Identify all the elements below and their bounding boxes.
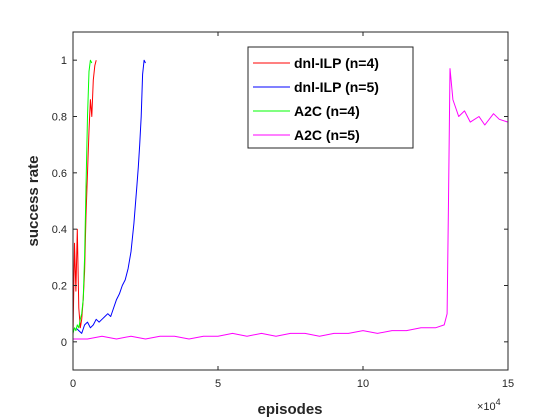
y-tick-label: 0 bbox=[61, 337, 67, 349]
legend-label-dnl-ilp-n-4: dnl-ILP (n=4) bbox=[294, 55, 379, 71]
legend-box bbox=[247, 46, 414, 149]
series-line-a2c-n-4 bbox=[72, 59, 93, 334]
y-tick-label: 0.8 bbox=[52, 112, 67, 124]
legend: dnl-ILP (n=4) dnl-ILP (n=5) A2C (n=4) A2C (… bbox=[247, 46, 414, 149]
series-layer bbox=[72, 59, 509, 340]
legend-label-a2c-n-4: A2C (n=4) bbox=[294, 103, 360, 119]
series-line-dnl-ilp-n-5 bbox=[75, 59, 146, 334]
y-tick-label: 0.4 bbox=[52, 224, 67, 236]
y-tick-label: 0.2 bbox=[52, 281, 67, 293]
y-axis-label: success rate bbox=[25, 156, 42, 247]
x-axis-exponent-power: 4 bbox=[496, 397, 501, 407]
series-line-a2c-n-5 bbox=[73, 68, 509, 340]
x-axis-exponent: ×104 bbox=[477, 397, 501, 413]
x-tick-label: 10 bbox=[357, 378, 369, 390]
legend-label-dnl-ilp-n-5: dnl-ILP (n=5) bbox=[294, 79, 379, 95]
y-tick-label: 0.6 bbox=[52, 168, 67, 180]
x-tick-label: 5 bbox=[215, 378, 221, 390]
x-axis-exponent-base: ×10 bbox=[477, 401, 496, 413]
legend-label-a2c-n-5: A2C (n=5) bbox=[294, 127, 360, 143]
x-tick-label: 0 bbox=[70, 378, 76, 390]
ticks-layer: 0 5 10 15 0 0.2 0.4 0.6 0.8 1 bbox=[52, 32, 514, 390]
plot-frame bbox=[72, 31, 509, 371]
x-axis-label: episodes bbox=[257, 401, 322, 418]
x-tick-label: 15 bbox=[502, 378, 514, 390]
y-tick-label: 1 bbox=[61, 55, 67, 67]
